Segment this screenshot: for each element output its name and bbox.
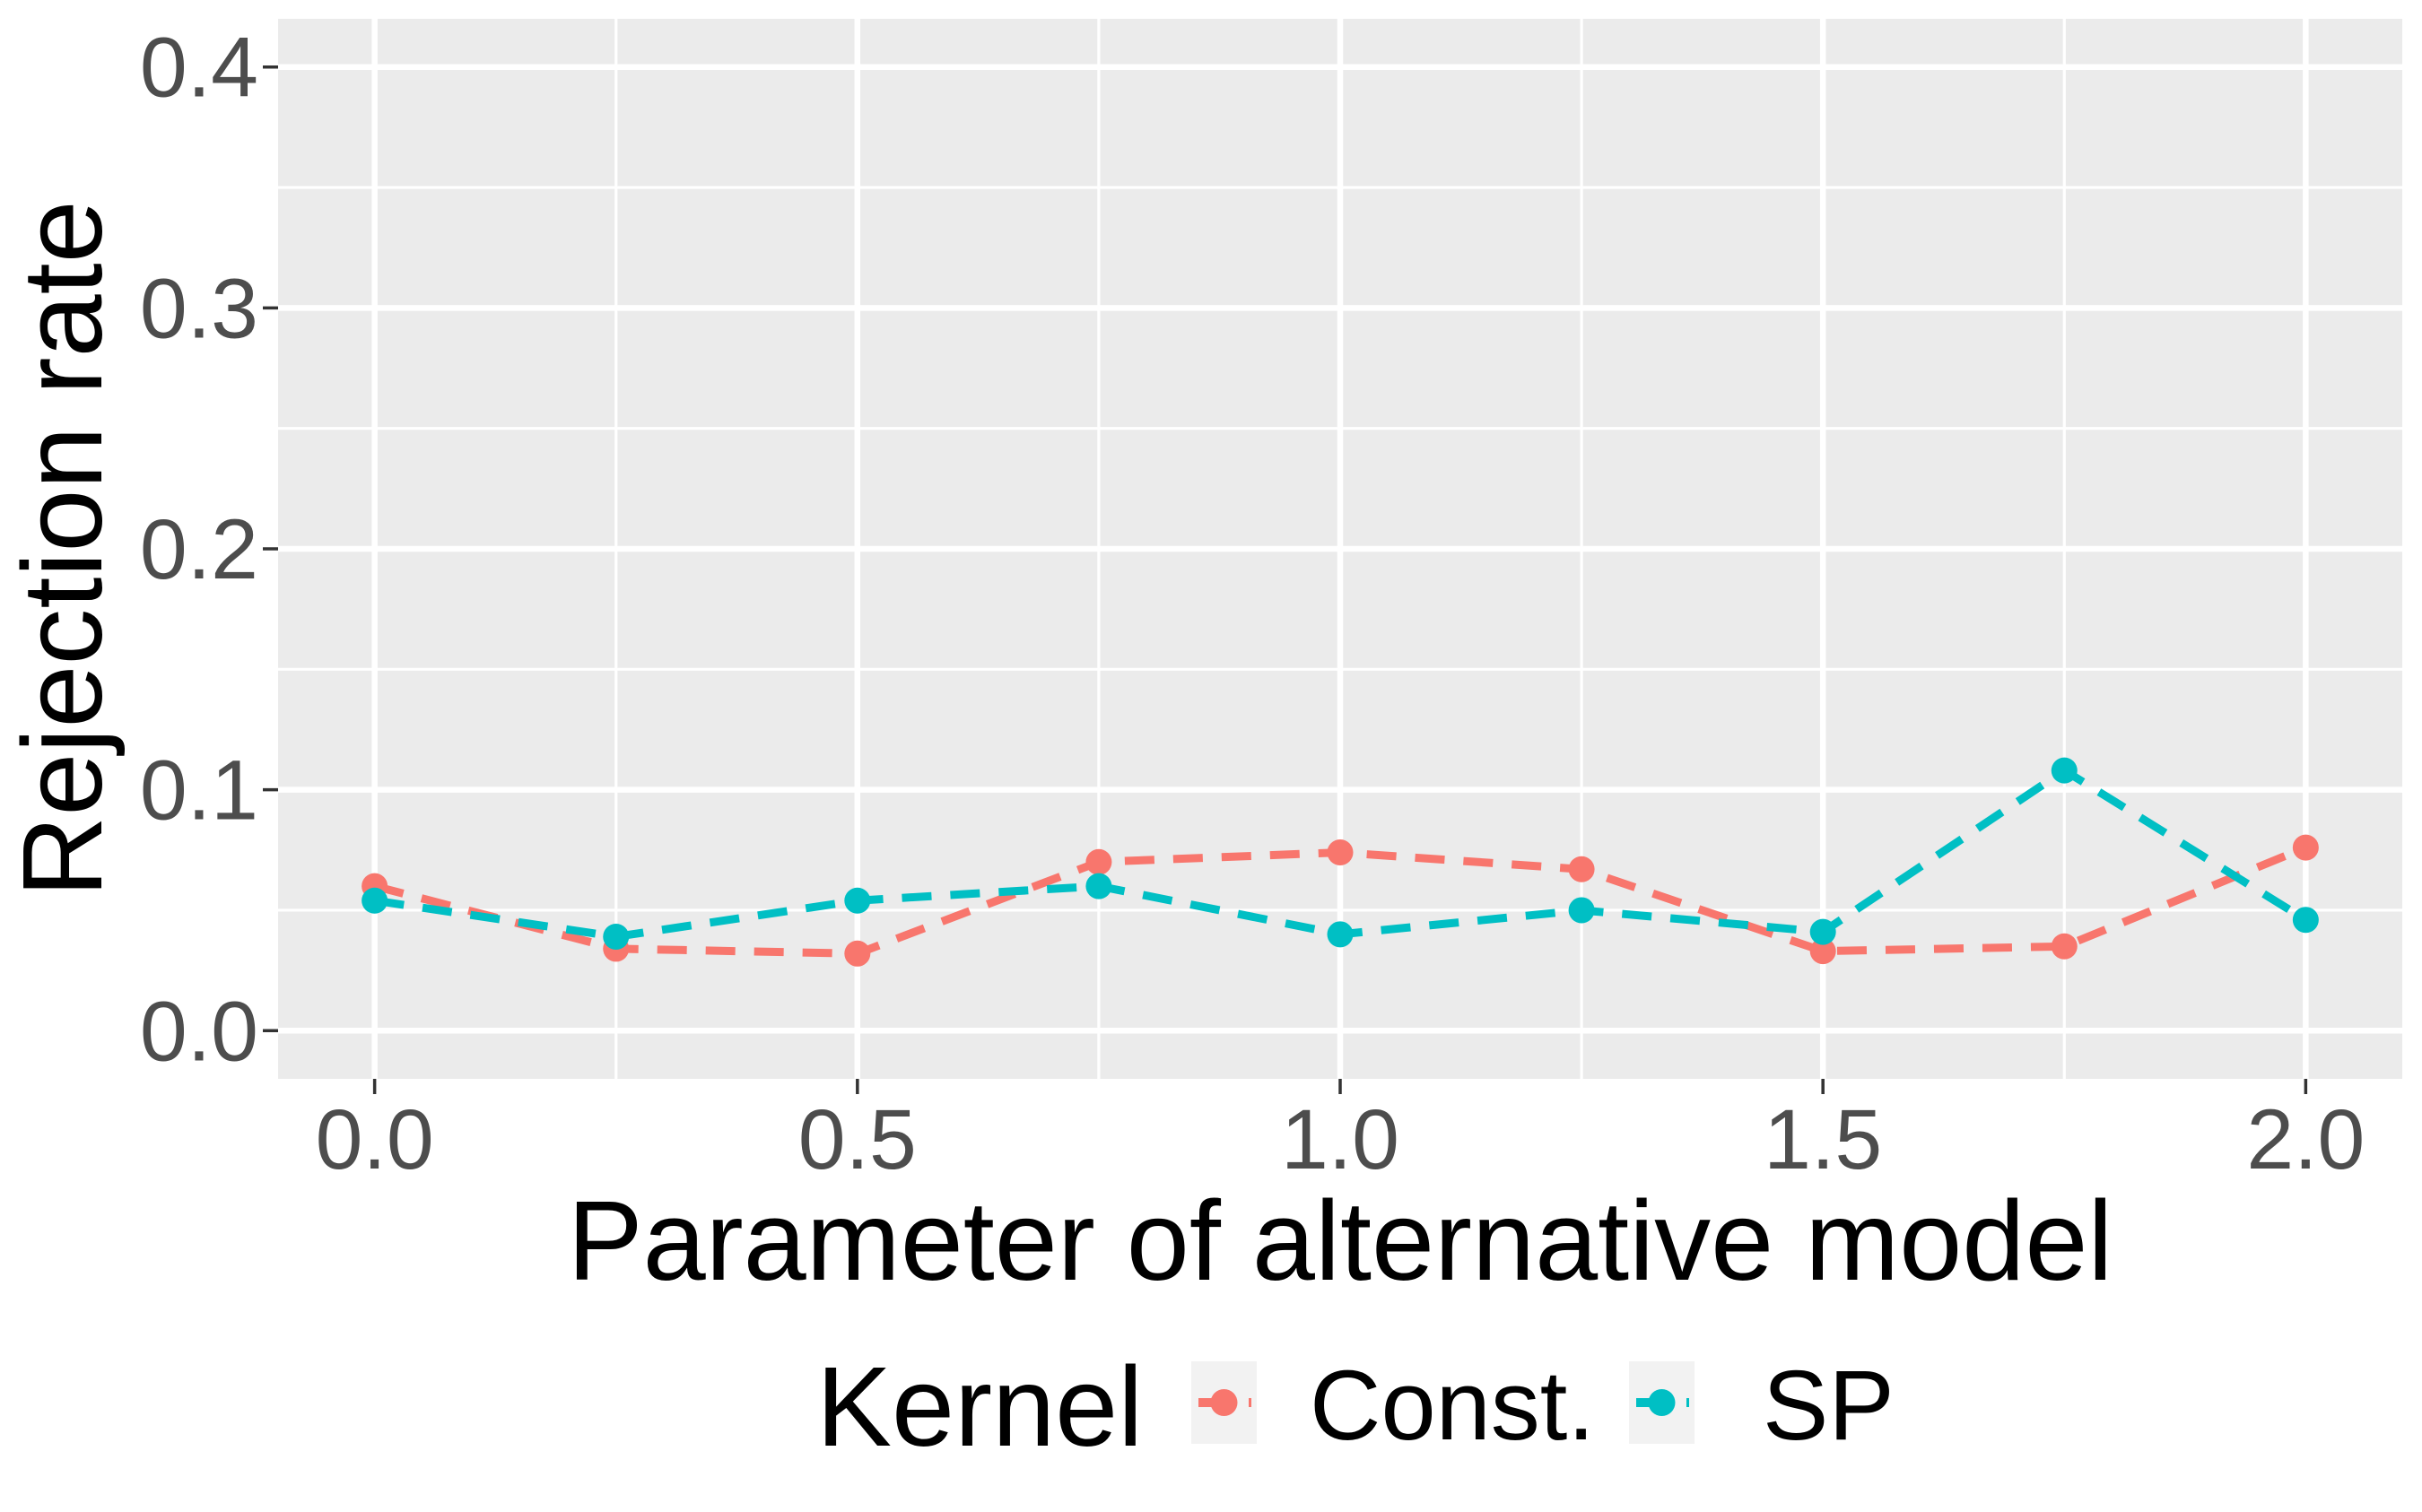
legend-key-sp-point (1648, 1389, 1676, 1416)
legend-key-sp (1629, 1361, 1695, 1444)
y-axis-title: Rejection rate (0, 200, 126, 897)
data-point-const (2051, 933, 2078, 960)
y-tick-label: 0.2 (140, 502, 258, 597)
x-tick-label: 1.5 (1764, 1092, 1882, 1187)
x-tick-label: 0.0 (316, 1092, 434, 1187)
data-point-const (2292, 834, 2319, 861)
legend-key-const (1191, 1361, 1257, 1444)
x-tick-label: 0.5 (798, 1092, 917, 1187)
y-tick-label: 0.0 (140, 984, 258, 1079)
data-point-const (1568, 856, 1595, 882)
data-point-sp (2292, 907, 2319, 934)
legend-label-const: Const. (1310, 1351, 1595, 1461)
legend: Kernel Const. SP (816, 1343, 1895, 1470)
data-point-const (1085, 848, 1112, 875)
data-point-sp (603, 924, 630, 951)
y-axis-tick-labels: 0.0 0.1 0.2 0.3 0.4 (140, 21, 258, 1080)
legend-label-sp: SP (1763, 1351, 1895, 1461)
data-point-const (1327, 839, 1354, 865)
legend-title: Kernel (816, 1343, 1143, 1470)
data-point-const (1809, 938, 1836, 965)
series-points (362, 757, 2319, 967)
y-tick-label: 0.4 (140, 21, 258, 116)
x-axis-title: Parameter of alternative model (568, 1177, 2113, 1304)
x-tick-label: 2.0 (2246, 1092, 2365, 1187)
data-point-const (844, 940, 871, 967)
data-point-sp (2051, 757, 2078, 784)
y-tick-label: 0.3 (140, 261, 258, 356)
data-point-sp (1327, 921, 1354, 948)
x-tick-label: 1.0 (1281, 1092, 1399, 1187)
legend-key-const-point (1210, 1389, 1238, 1416)
data-point-sp (844, 887, 871, 914)
data-point-sp (362, 887, 388, 914)
x-axis-tick-labels: 0.0 0.5 1.0 1.5 2.0 (316, 1092, 2365, 1187)
data-point-sp (1809, 918, 1836, 945)
y-tick-label: 0.1 (140, 743, 258, 839)
axis-tick-marks (263, 65, 2308, 1094)
data-point-sp (1568, 897, 1595, 924)
data-point-sp (1085, 873, 1112, 899)
